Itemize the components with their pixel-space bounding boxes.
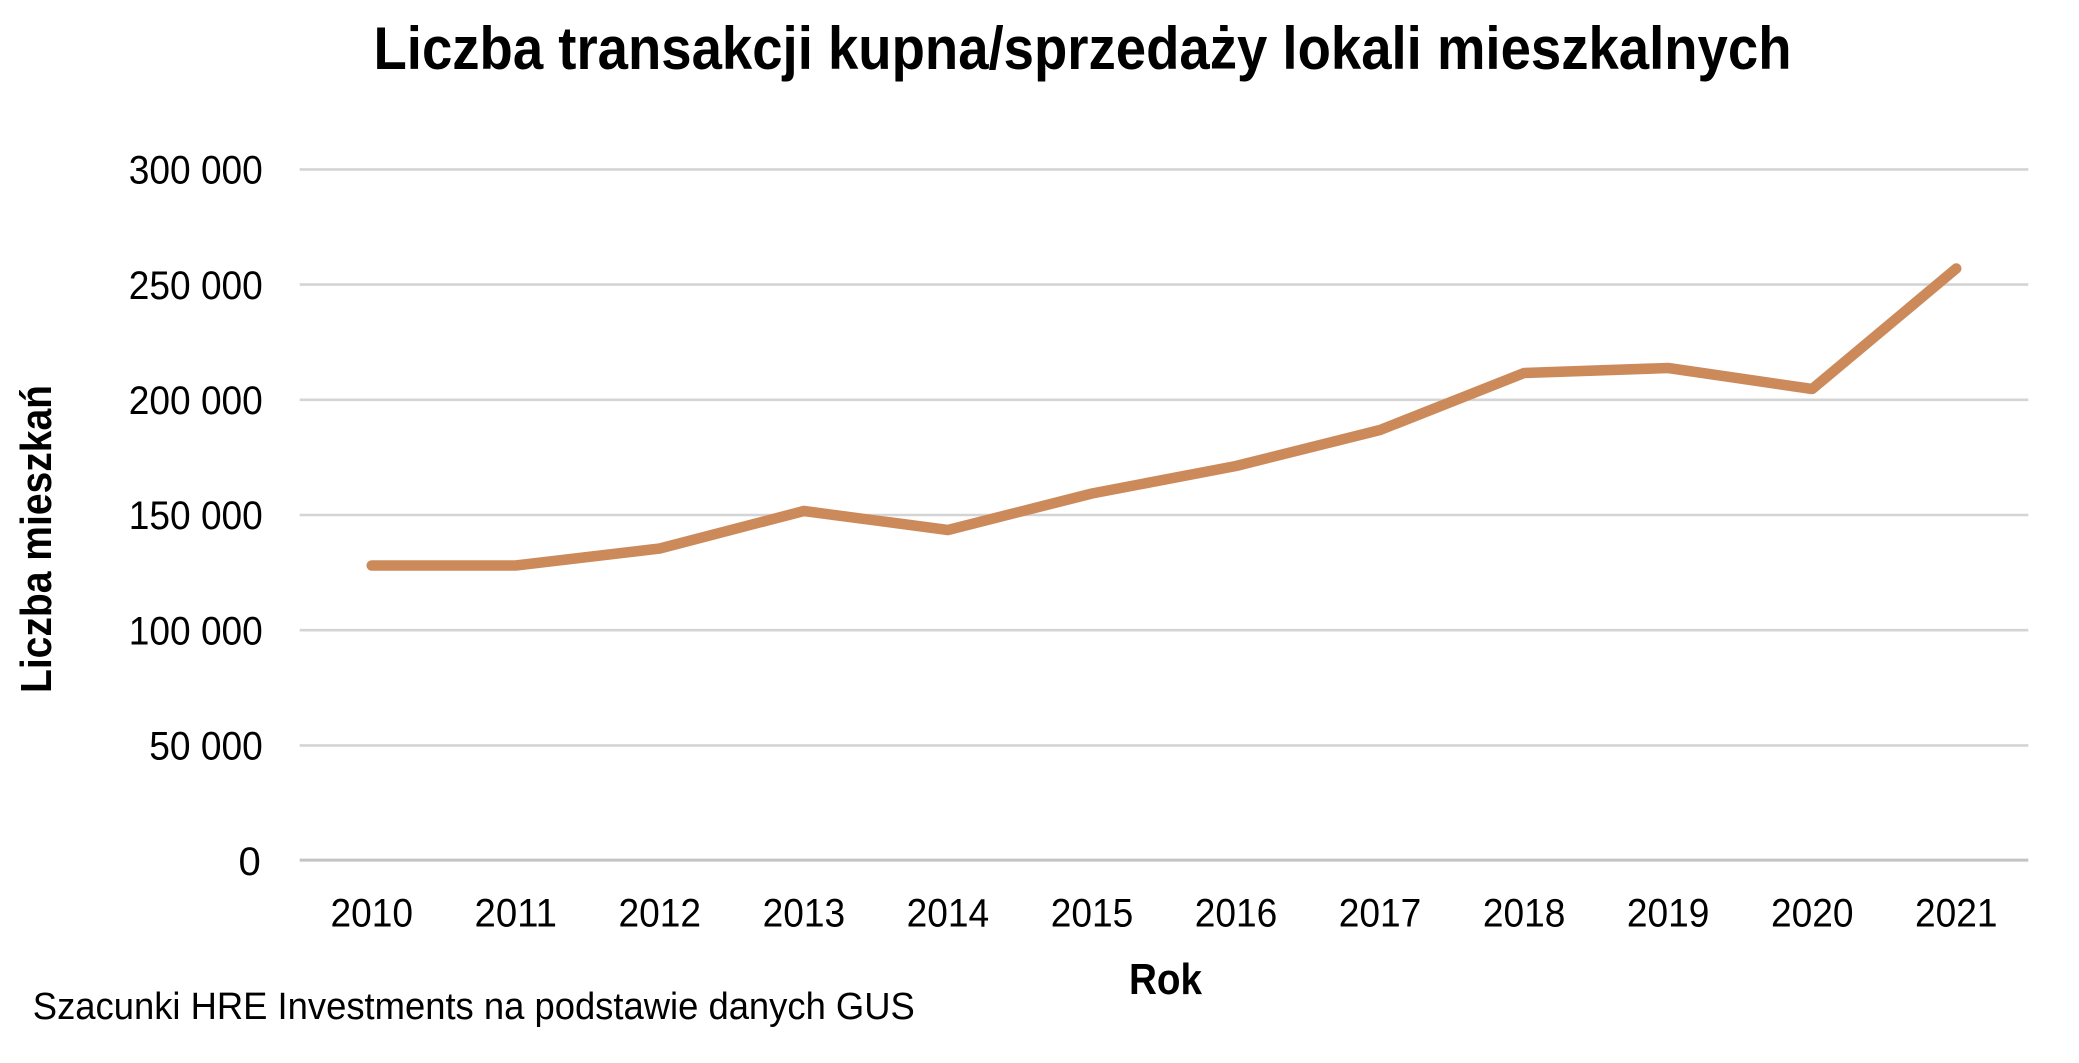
svg-text:2011: 2011 [475, 892, 558, 936]
svg-text:Rok: Rok [1129, 955, 1202, 1004]
svg-text:2020: 2020 [1771, 892, 1854, 936]
svg-text:200 000: 200 000 [129, 379, 263, 423]
svg-text:2019: 2019 [1627, 892, 1710, 936]
svg-text:50 000: 50 000 [149, 725, 263, 769]
svg-text:0: 0 [239, 840, 261, 884]
svg-text:2018: 2018 [1483, 892, 1566, 936]
svg-text:Szacunki HRE Investments na po: Szacunki HRE Investments na podstawie da… [33, 986, 915, 1028]
svg-text:2013: 2013 [763, 892, 846, 936]
svg-text:2016: 2016 [1195, 892, 1278, 936]
svg-text:2021: 2021 [1915, 892, 1998, 936]
svg-text:300 000: 300 000 [129, 149, 263, 193]
svg-text:2015: 2015 [1051, 892, 1134, 936]
svg-text:150 000: 150 000 [129, 494, 263, 538]
svg-text:250 000: 250 000 [129, 264, 263, 308]
svg-text:Liczba transakcji kupna/sprzed: Liczba transakcji kupna/sprzedaży lokali… [374, 15, 1792, 82]
svg-text:2014: 2014 [907, 892, 990, 936]
svg-text:2010: 2010 [330, 892, 413, 936]
svg-text:2017: 2017 [1339, 892, 1422, 936]
svg-text:2012: 2012 [619, 892, 702, 936]
svg-text:100 000: 100 000 [129, 609, 263, 653]
svg-text:Liczba mieszkań: Liczba mieszkań [12, 385, 61, 693]
